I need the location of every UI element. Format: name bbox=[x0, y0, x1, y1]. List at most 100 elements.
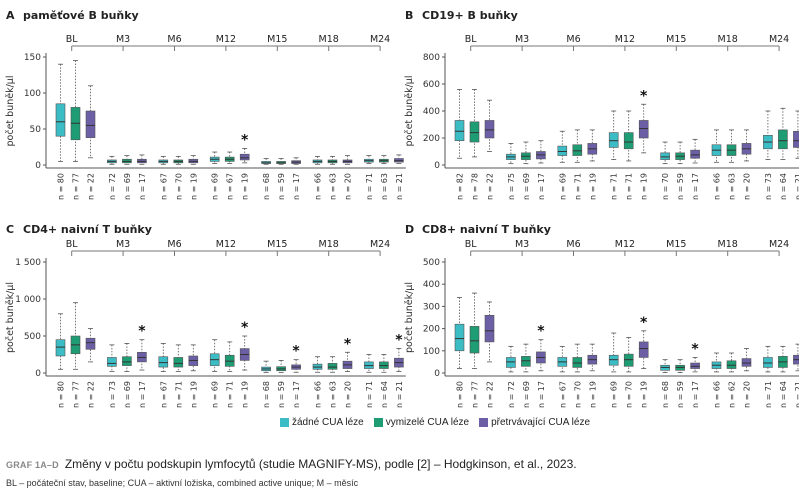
y-tick-label: 400 bbox=[423, 280, 440, 290]
n-label: n = 70 bbox=[625, 381, 634, 408]
panel-C: C CD4+ naivní T buňky počet buněk/µl 0 500 1 … bbox=[5, 223, 406, 408]
n-label: n = 67 bbox=[558, 381, 567, 408]
panel-letter: C bbox=[6, 223, 14, 236]
n-label: n = 67 bbox=[159, 381, 168, 408]
box bbox=[55, 339, 66, 357]
n-label: n = 66 bbox=[713, 381, 722, 408]
box bbox=[239, 153, 250, 161]
n-label: n = 19 bbox=[640, 173, 649, 200]
box bbox=[521, 356, 531, 367]
n-label: n = 69 bbox=[522, 173, 531, 200]
timepoint-label: M15 bbox=[267, 239, 287, 250]
box bbox=[763, 357, 773, 368]
n-label: n = 71 bbox=[365, 381, 374, 408]
significance-star: * bbox=[395, 333, 403, 349]
panel-title: CD19+ B buňky bbox=[422, 9, 518, 22]
box bbox=[327, 363, 338, 370]
n-label: n = 68 bbox=[262, 173, 271, 200]
n-label: n = 71 bbox=[226, 381, 235, 408]
panel-title: CD8+ naivní T buňky bbox=[422, 223, 551, 236]
n-label: n = 17 bbox=[691, 173, 700, 200]
timepoint-label: M24 bbox=[769, 34, 789, 45]
legend-label-persisting: přetrvávající CUA léze bbox=[491, 417, 591, 428]
timepoint-label: M6 bbox=[167, 239, 181, 250]
n-label: n = 59 bbox=[277, 173, 286, 200]
legend-label-none: žádné CUA léze bbox=[292, 417, 364, 428]
y-axis-label: počet buněk/µl bbox=[5, 76, 16, 147]
n-label: n = 63 bbox=[380, 173, 389, 200]
timepoint-label: M24 bbox=[370, 34, 390, 45]
n-label: n = 17 bbox=[138, 173, 147, 200]
box bbox=[158, 356, 169, 368]
n-label: n = 17 bbox=[691, 381, 700, 408]
significance-star: * bbox=[537, 324, 545, 340]
n-label: n = 17 bbox=[537, 381, 546, 408]
n-label: n = 80 bbox=[57, 381, 66, 408]
box bbox=[484, 120, 495, 139]
timepoint-label: M15 bbox=[666, 239, 686, 250]
timepoint-label: M18 bbox=[718, 34, 738, 45]
box bbox=[572, 357, 583, 368]
n-label: n = 19 bbox=[189, 173, 198, 200]
timepoint-label: M6 bbox=[566, 239, 580, 250]
n-label: n = 21 bbox=[794, 381, 799, 408]
legend-swatch-none bbox=[280, 418, 289, 427]
timepoint-label: M12 bbox=[615, 34, 635, 45]
legend-swatch-persisting bbox=[479, 418, 489, 427]
n-label: n = 17 bbox=[292, 381, 301, 408]
significance-star: * bbox=[138, 324, 146, 340]
n-label: n = 59 bbox=[676, 381, 685, 408]
n-label: n = 19 bbox=[241, 173, 250, 200]
y-tick-label: 1 500 bbox=[15, 258, 41, 268]
n-label: n = 72 bbox=[507, 381, 516, 408]
panel-B: B CD19+ B buňky počet buněk/µl 0 200 400 600 80… bbox=[404, 9, 799, 200]
box bbox=[484, 314, 495, 343]
n-label: n = 19 bbox=[241, 381, 250, 408]
box bbox=[107, 357, 117, 367]
box bbox=[572, 144, 583, 156]
n-label: n = 69 bbox=[123, 381, 132, 408]
n-label: n = 72 bbox=[108, 173, 117, 200]
timepoint-label: M3 bbox=[515, 34, 529, 45]
abbreviations: BL – počáteční stav, baseline; CUA – akt… bbox=[6, 478, 359, 488]
y-tick-label: 50 bbox=[30, 125, 42, 135]
y-tick-label: 300 bbox=[423, 302, 440, 312]
n-label: n = 70 bbox=[174, 173, 183, 200]
n-label: n = 71 bbox=[573, 173, 582, 200]
n-label: n = 80 bbox=[456, 381, 465, 408]
box bbox=[741, 358, 752, 367]
legend-item-vanished: vymizelé CUA léze bbox=[373, 417, 469, 428]
legend-swatch-vanished bbox=[373, 418, 383, 427]
n-label: n = 19 bbox=[588, 173, 597, 200]
n-label: n = 69 bbox=[558, 173, 567, 200]
y-tick-label: 150 bbox=[24, 53, 41, 63]
caption-text: Změny v počtu podskupin lymfocytů (studi… bbox=[64, 457, 577, 471]
figure-caption: GRAF 1A–D Změny v počtu podskupin lymfocy… bbox=[6, 457, 577, 471]
y-tick-label: 100 bbox=[423, 347, 440, 357]
box bbox=[469, 326, 480, 354]
n-label: n = 22 bbox=[486, 173, 495, 200]
y-tick-label: 0 bbox=[35, 161, 41, 171]
n-label: n = 21 bbox=[395, 381, 404, 408]
box bbox=[793, 130, 799, 148]
box bbox=[638, 341, 649, 358]
n-label: n = 67 bbox=[226, 173, 235, 200]
box bbox=[638, 120, 649, 139]
n-label: n = 63 bbox=[329, 381, 338, 408]
box bbox=[608, 132, 619, 148]
n-label: n = 20 bbox=[344, 381, 353, 408]
y-axis-label: počet buněk/µl bbox=[5, 282, 16, 353]
timepoint-label: M6 bbox=[167, 34, 181, 45]
n-label: n = 63 bbox=[728, 173, 737, 200]
timepoint-label: M15 bbox=[666, 34, 686, 45]
significance-star: * bbox=[344, 336, 352, 352]
n-label: n = 75 bbox=[507, 173, 516, 200]
n-label: n = 64 bbox=[779, 173, 788, 200]
n-label: n = 21 bbox=[794, 173, 799, 200]
timepoint-label: M6 bbox=[566, 34, 580, 45]
n-label: n = 17 bbox=[292, 173, 301, 200]
n-label: n = 69 bbox=[522, 381, 531, 408]
n-label: n = 20 bbox=[344, 173, 353, 200]
y-tick-label: 0 bbox=[35, 369, 41, 379]
